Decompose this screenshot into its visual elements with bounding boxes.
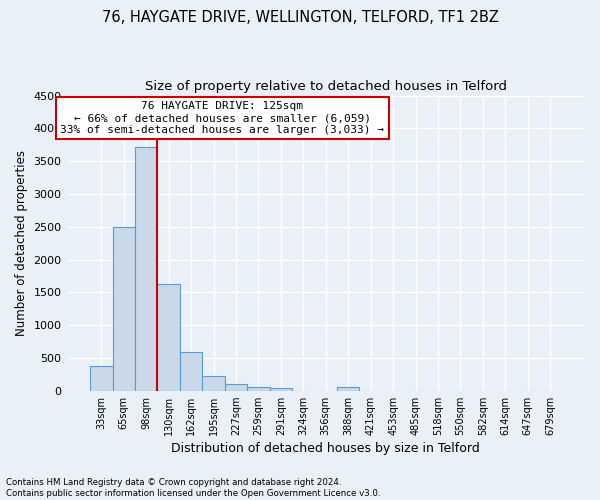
Title: Size of property relative to detached houses in Telford: Size of property relative to detached ho… (145, 80, 507, 93)
Bar (225, 384, 247, 390)
Bar (337, 387, 359, 390)
Bar (269, 388, 292, 390)
Text: 76, HAYGATE DRIVE, WELLINGTON, TELFORD, TF1 2BZ: 76, HAYGATE DRIVE, WELLINGTON, TELFORD, … (101, 10, 499, 25)
Bar (202, 376, 225, 390)
Text: Contains HM Land Registry data © Crown copyright and database right 2024.
Contai: Contains HM Land Registry data © Crown c… (6, 478, 380, 498)
Bar (157, 284, 180, 391)
Bar (90, 366, 113, 390)
X-axis label: Distribution of detached houses by size in Telford: Distribution of detached houses by size … (172, 442, 480, 455)
Bar (247, 387, 269, 390)
Bar (113, 226, 135, 390)
Y-axis label: Number of detached properties: Number of detached properties (15, 150, 28, 336)
Bar (135, 146, 157, 390)
Text: 76 HAYGATE DRIVE: 125sqm
← 66% of detached houses are smaller (6,059)
33% of sem: 76 HAYGATE DRIVE: 125sqm ← 66% of detach… (60, 102, 384, 134)
Bar (180, 352, 202, 391)
